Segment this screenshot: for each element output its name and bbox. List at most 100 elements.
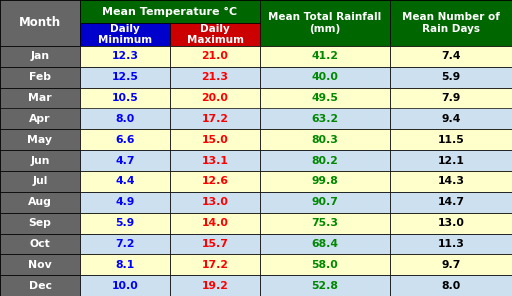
Bar [80,171,170,192]
Text: Nov: Nov [28,260,52,270]
Bar [80,67,170,88]
Bar [0,0,80,46]
Bar [260,129,390,150]
Text: 63.2: 63.2 [311,114,338,124]
Text: 49.5: 49.5 [312,93,338,103]
Bar [390,192,512,213]
Text: 7.2: 7.2 [115,239,135,249]
Text: 12.3: 12.3 [112,52,139,61]
Text: 15.7: 15.7 [202,239,228,249]
Text: Mean Temperature °C: Mean Temperature °C [102,7,238,17]
Bar [0,234,80,254]
Text: 19.2: 19.2 [202,281,228,291]
Text: Mar: Mar [28,93,52,103]
Text: 99.8: 99.8 [312,176,338,186]
Text: 9.7: 9.7 [441,260,461,270]
Text: 8.0: 8.0 [115,114,135,124]
Bar [260,234,390,254]
Text: 20.0: 20.0 [202,93,228,103]
Bar [80,88,170,109]
Text: 7.9: 7.9 [441,93,461,103]
Bar [170,150,260,171]
Text: 58.0: 58.0 [312,260,338,270]
Text: 13.0: 13.0 [438,218,464,228]
Bar [260,67,390,88]
Text: 68.4: 68.4 [311,239,338,249]
Bar [0,150,80,171]
Text: 10.0: 10.0 [112,281,138,291]
Bar [0,213,80,234]
Bar [170,213,260,234]
Text: Oct: Oct [30,239,50,249]
Bar [170,67,260,88]
Text: 14.0: 14.0 [202,218,228,228]
Bar [170,129,260,150]
Bar [0,67,80,88]
Text: Month: Month [19,17,61,30]
Text: 12.5: 12.5 [112,72,138,82]
Text: 13.1: 13.1 [202,156,228,165]
Text: 5.9: 5.9 [441,72,461,82]
Text: 14.3: 14.3 [437,176,464,186]
Bar [0,46,80,67]
Text: Feb: Feb [29,72,51,82]
Bar [170,46,260,67]
Text: Mean Number of
Rain Days: Mean Number of Rain Days [402,12,500,34]
Text: Daily
Minimum: Daily Minimum [98,24,152,45]
Bar [260,171,390,192]
Bar [80,150,170,171]
Text: 21.0: 21.0 [202,52,228,61]
Text: Daily
Maximum: Daily Maximum [186,24,244,45]
Bar [260,46,390,67]
Text: 4.4: 4.4 [115,176,135,186]
Text: 52.8: 52.8 [312,281,338,291]
Text: 4.9: 4.9 [115,197,135,207]
Bar [390,67,512,88]
Text: Mean Total Rainfall
(mm): Mean Total Rainfall (mm) [268,12,381,34]
Text: Jul: Jul [32,176,48,186]
Text: 8.0: 8.0 [441,281,461,291]
Text: 11.5: 11.5 [438,135,464,145]
Bar [80,0,260,23]
Text: 4.7: 4.7 [115,156,135,165]
Bar [0,254,80,275]
Text: 8.1: 8.1 [115,260,135,270]
Bar [390,275,512,296]
Bar [170,234,260,254]
Text: 14.7: 14.7 [437,197,464,207]
Bar [390,213,512,234]
Bar [260,192,390,213]
Bar [0,171,80,192]
Bar [80,109,170,129]
Bar [170,109,260,129]
Text: 21.3: 21.3 [202,72,228,82]
Bar [390,46,512,67]
Text: 80.2: 80.2 [312,156,338,165]
Text: Apr: Apr [29,114,51,124]
Bar [260,275,390,296]
Text: Dec: Dec [29,281,52,291]
Text: May: May [28,135,53,145]
Text: 12.6: 12.6 [202,176,228,186]
Bar [170,171,260,192]
Bar [260,213,390,234]
Bar [0,129,80,150]
Bar [80,46,170,67]
Bar [0,109,80,129]
Text: Aug: Aug [28,197,52,207]
Text: 15.0: 15.0 [202,135,228,145]
Bar [80,275,170,296]
Text: Jun: Jun [30,156,50,165]
Text: Jan: Jan [30,52,50,61]
Bar [260,88,390,109]
Bar [170,88,260,109]
Text: 5.9: 5.9 [115,218,135,228]
Text: 7.4: 7.4 [441,52,461,61]
Bar [390,234,512,254]
Bar [80,234,170,254]
Bar [80,23,170,46]
Bar [170,275,260,296]
Bar [390,171,512,192]
Bar [80,129,170,150]
Bar [390,254,512,275]
